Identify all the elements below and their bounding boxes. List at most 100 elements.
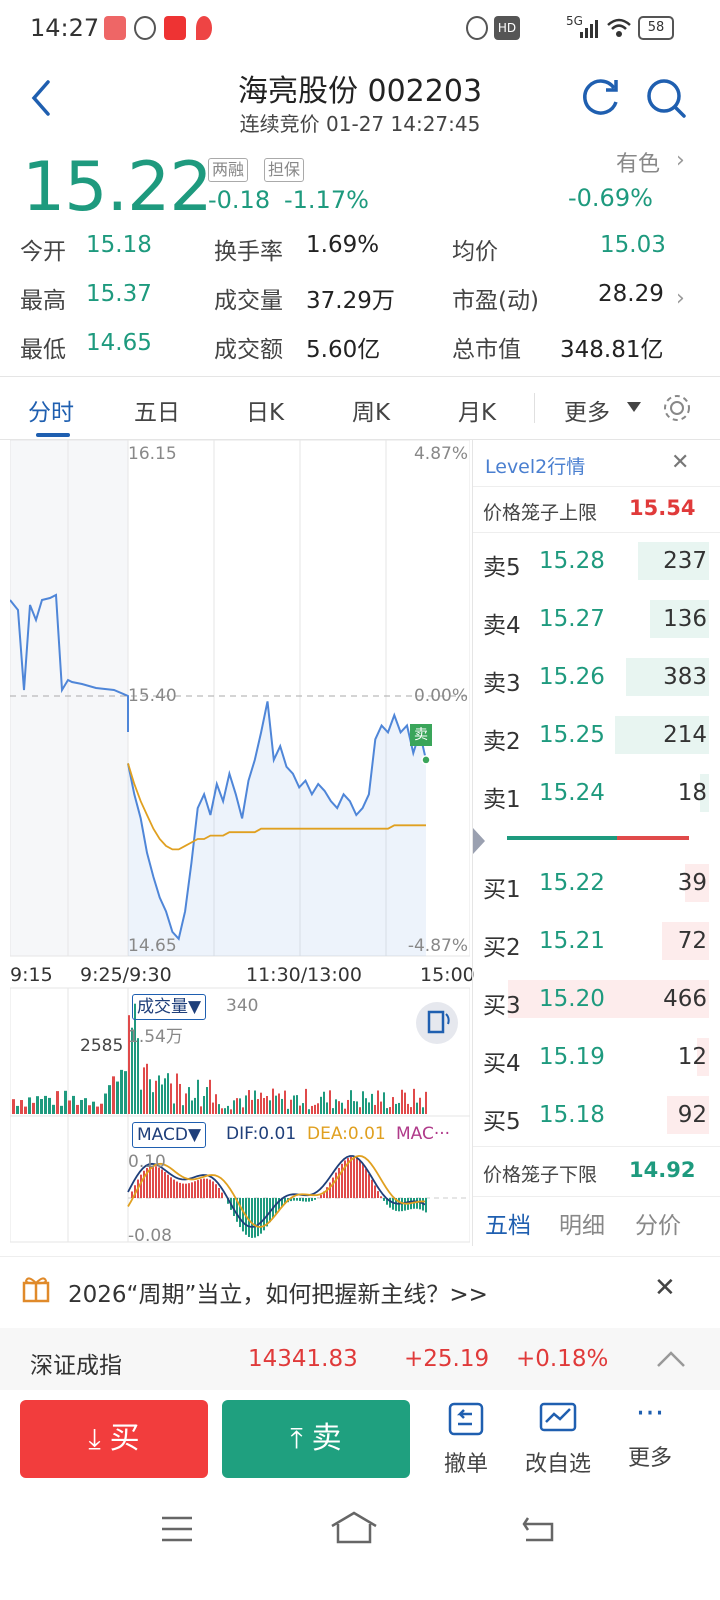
volume-indicator-selector[interactable]: 成交量▼ bbox=[132, 994, 207, 1020]
back-icon[interactable] bbox=[26, 78, 56, 122]
menu-icon[interactable] bbox=[160, 1514, 194, 1548]
macd-histogram-bar bbox=[167, 1174, 169, 1198]
tab-active-indicator bbox=[36, 433, 70, 437]
cancel-order-button[interactable]: 撤单 bbox=[426, 1400, 506, 1478]
volume-bar bbox=[356, 1101, 358, 1114]
battery-icon: 58 bbox=[638, 16, 674, 40]
tab-five-day[interactable]: 五日 bbox=[134, 400, 180, 426]
macd-histogram-bar bbox=[365, 1168, 367, 1198]
price-cage-upper-label: 价格笼子上限 bbox=[483, 502, 598, 524]
volume-bar bbox=[124, 1071, 127, 1114]
price-cage-lower-label: 价格笼子下限 bbox=[483, 1164, 598, 1186]
macd-histogram-bar bbox=[296, 1198, 298, 1201]
intraday-chart[interactable]: 16.15 4.87% 15.40 0.00% 14.65 -4.87% 卖 9… bbox=[9, 439, 475, 1246]
more-button[interactable]: ··· 更多 bbox=[610, 1396, 690, 1472]
collateral-tag[interactable]: 担保 bbox=[264, 158, 305, 182]
macd-histogram-bar bbox=[134, 1185, 136, 1198]
chevron-right-icon[interactable]: › bbox=[676, 148, 685, 173]
bid-volume-bar bbox=[697, 1038, 709, 1076]
ask-price: 15.28 bbox=[539, 548, 605, 574]
ask-volume: 383 bbox=[663, 664, 707, 690]
macd-histogram-bar bbox=[170, 1177, 172, 1198]
home-icon[interactable] bbox=[330, 1510, 378, 1548]
macd-histogram-bar bbox=[209, 1179, 211, 1198]
volume-bar bbox=[203, 1095, 205, 1114]
rotate-screen-icon[interactable] bbox=[416, 1002, 458, 1044]
low-value: 14.65 bbox=[86, 330, 152, 356]
macd-top-label: 0.10 bbox=[128, 1152, 166, 1172]
macd-histogram-bar bbox=[206, 1178, 208, 1198]
macd-histogram-bar bbox=[299, 1198, 301, 1201]
volume-bar bbox=[293, 1095, 295, 1114]
refresh-icon[interactable] bbox=[578, 76, 622, 124]
macd-histogram-bar bbox=[278, 1198, 280, 1210]
tab-price-distribution[interactable]: 分价 bbox=[635, 1213, 681, 1239]
bid-row[interactable]: 买5 15.18 92 bbox=[473, 1094, 709, 1136]
level2-title[interactable]: Level2行情 bbox=[485, 456, 586, 478]
macd-histogram-bar bbox=[332, 1177, 334, 1198]
macd-histogram-bar bbox=[257, 1198, 259, 1237]
ask-row[interactable]: 卖2 15.25 214 bbox=[473, 714, 709, 756]
tab-intraday[interactable]: 分时 bbox=[28, 400, 74, 426]
buy-button[interactable]: ⤓ 买 bbox=[20, 1400, 208, 1478]
index-ticker[interactable]: 深证成指 14341.83 +25.19 +0.18% bbox=[0, 1328, 720, 1390]
macd-dif: DIF:0.01 bbox=[226, 1124, 297, 1144]
y-axis-top-pct: 4.87% bbox=[413, 444, 468, 464]
tab-daily-k[interactable]: 日K bbox=[246, 400, 285, 426]
close-icon[interactable]: ✕ bbox=[654, 1273, 676, 1303]
volume-bar bbox=[194, 1097, 196, 1114]
index-change: +25.19 bbox=[404, 1346, 490, 1372]
bid-row[interactable]: 买3 15.20 466 bbox=[473, 978, 709, 1020]
chart-svg[interactable] bbox=[9, 439, 471, 1246]
sector-name[interactable]: 有色 bbox=[616, 152, 661, 177]
volume-bar bbox=[60, 1105, 63, 1114]
bid-row[interactable]: 买1 15.22 39 bbox=[473, 862, 709, 904]
y-axis-mid-pct: 0.00% bbox=[413, 686, 468, 706]
sell-marker[interactable]: 卖 bbox=[410, 724, 432, 746]
app-notification-icon bbox=[134, 16, 156, 40]
chevron-right-icon[interactable]: › bbox=[676, 286, 685, 311]
close-icon[interactable]: ✕ bbox=[671, 450, 690, 475]
ask-row[interactable]: 卖1 15.24 18 bbox=[473, 772, 709, 814]
volume-bar bbox=[305, 1088, 307, 1114]
tab-five-levels[interactable]: 五档 bbox=[485, 1213, 531, 1239]
high-value: 15.37 bbox=[86, 281, 152, 307]
more-dots-icon: ··· bbox=[635, 1396, 665, 1431]
caret-down-icon[interactable] bbox=[626, 399, 642, 418]
margin-tag[interactable]: 两融 bbox=[208, 158, 249, 182]
collapse-arrow-icon[interactable] bbox=[473, 828, 487, 858]
macd-histogram-bar bbox=[194, 1181, 196, 1198]
tab-detail[interactable]: 明细 bbox=[559, 1213, 605, 1239]
volume-bar bbox=[40, 1099, 43, 1114]
divider bbox=[473, 1146, 720, 1147]
volume-bar bbox=[230, 1109, 232, 1114]
sell-button[interactable]: ⤒ 卖 bbox=[222, 1400, 410, 1478]
volume-bar bbox=[84, 1098, 87, 1114]
chevron-up-icon[interactable] bbox=[656, 1350, 686, 1372]
settings-gear-icon[interactable] bbox=[660, 391, 694, 429]
banner-text[interactable]: 2026“周期”当立，如何把握新主线？>> bbox=[68, 1282, 488, 1308]
promo-banner[interactable]: 2026“周期”当立，如何把握新主线？>> ✕ bbox=[0, 1256, 720, 1322]
macd-indicator-selector[interactable]: MACD▼ bbox=[132, 1122, 207, 1148]
volume-bar bbox=[80, 1099, 83, 1114]
ask-row[interactable]: 卖4 15.27 136 bbox=[473, 598, 709, 640]
volume-bar bbox=[257, 1099, 259, 1114]
search-icon[interactable] bbox=[644, 76, 688, 124]
sector-change: -0.69% bbox=[568, 184, 653, 212]
volume-bar bbox=[416, 1102, 418, 1114]
ask-row[interactable]: 卖3 15.26 383 bbox=[473, 656, 709, 698]
tab-weekly-k[interactable]: 周K bbox=[352, 400, 391, 426]
volume-bar bbox=[182, 1105, 184, 1114]
tab-more[interactable]: 更多 bbox=[564, 400, 610, 426]
bid-row[interactable]: 买4 15.19 12 bbox=[473, 1036, 709, 1078]
volume-bar bbox=[281, 1098, 283, 1114]
back-nav-icon[interactable] bbox=[520, 1514, 556, 1548]
volume-bar bbox=[185, 1093, 187, 1114]
edit-watchlist-button[interactable]: 改自选 bbox=[518, 1400, 598, 1478]
bid-volume: 12 bbox=[677, 1044, 707, 1070]
bid-row[interactable]: 买2 15.21 72 bbox=[473, 920, 709, 962]
volume-bar bbox=[374, 1104, 376, 1114]
pre-market-price-line bbox=[9, 593, 129, 732]
tab-monthly-k[interactable]: 月K bbox=[458, 400, 497, 426]
ask-row[interactable]: 卖5 15.28 237 bbox=[473, 540, 709, 582]
